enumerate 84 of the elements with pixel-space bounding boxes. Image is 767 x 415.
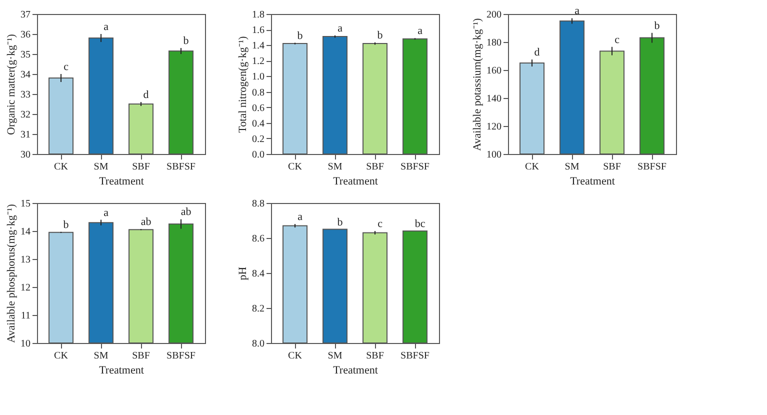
y-tick-label: 15 <box>20 198 30 210</box>
y-tick-label: 11 <box>20 310 30 322</box>
x-tick-label: SM <box>564 162 580 172</box>
annotation: b <box>654 20 660 32</box>
y-tick-label: 0.2 <box>252 134 264 145</box>
y-tick-label: 140 <box>486 94 502 104</box>
annotation: b <box>377 29 384 42</box>
x-tick-label: CK <box>288 350 303 362</box>
annotation: ab <box>180 206 192 218</box>
x-tick-label: SM <box>328 162 342 172</box>
y-tick-label: 37 <box>20 10 30 20</box>
annotation: a <box>418 25 423 38</box>
x-tick-label: SBF <box>603 162 622 172</box>
annotation: b <box>183 35 190 47</box>
annotation: a <box>338 22 343 34</box>
y-tick-label: 32 <box>20 110 30 120</box>
annotation: a <box>298 211 303 223</box>
x-tick-label: SBFSF <box>400 162 430 172</box>
x-axis-title: Treatment <box>333 176 378 188</box>
y-tick-label: 8.6 <box>252 234 264 244</box>
y-tick-label: 8.4 <box>252 268 264 280</box>
x-tick-label: SM <box>94 162 108 172</box>
x-tick-label: CK <box>288 162 303 172</box>
x-tick-label: CK <box>54 162 69 172</box>
annotation: b <box>63 218 70 231</box>
y-tick-label: 0.8 <box>252 87 264 98</box>
y-tick-label: 1.2 <box>252 56 264 68</box>
y-axis-title: Total nitrogen(g·kg⁻¹) <box>237 36 249 133</box>
y-tick-label: 36 <box>20 30 30 40</box>
annotation: a <box>104 206 109 219</box>
y-tick-label: 33 <box>20 90 30 100</box>
y-axis-title: pH <box>237 266 249 280</box>
y-tick-label: 0.4 <box>252 118 264 130</box>
y-tick-label: 8.2 <box>252 304 264 314</box>
x-tick-label: SBF <box>366 350 384 362</box>
y-tick-label: 1.4 <box>252 40 264 52</box>
annotation: d <box>534 46 540 58</box>
x-axis-title: Treatment <box>99 176 144 188</box>
y-tick-label: 10 <box>20 338 30 350</box>
y-tick-label: 200 <box>486 10 502 20</box>
x-tick-label: SBFSF <box>166 162 196 172</box>
x-tick-label: SBFSF <box>638 162 667 172</box>
y-tick-label: 0.0 <box>252 150 264 160</box>
y-axis-title: Available potassium(mg·kg⁻¹) <box>472 18 484 151</box>
annotation: ab <box>140 216 152 228</box>
y-tick-label: 35 <box>20 50 30 60</box>
y-tick-label: 1.0 <box>252 72 264 83</box>
x-tick-label: SBF <box>366 162 384 172</box>
y-tick-label: 1.8 <box>252 10 264 20</box>
y-axis-title: Organic matter(g·kg⁻¹) <box>6 34 18 135</box>
y-tick-label: 34 <box>20 70 30 80</box>
x-axis-title: Treatment <box>570 176 615 188</box>
x-tick-label: SM <box>328 350 342 362</box>
x-axis-title: Treatment <box>99 364 144 376</box>
x-tick-label: SM <box>94 350 108 362</box>
y-tick-label: 0.6 <box>252 102 264 114</box>
y-tick-label: 160 <box>486 66 502 76</box>
y-tick-label: 30 <box>20 150 30 160</box>
y-tick-label: 31 <box>20 130 30 140</box>
x-tick-label: CK <box>54 350 69 362</box>
y-tick-label: 100 <box>486 150 502 160</box>
x-tick-label: CK <box>525 162 540 172</box>
annotation: a <box>104 21 109 33</box>
annotation: d <box>143 89 150 101</box>
y-axis-title: Available phosphorus(mg·kg⁻¹) <box>6 204 18 343</box>
y-tick-label: 8.8 <box>252 198 264 210</box>
x-tick-label: SBF <box>132 162 150 172</box>
x-tick-label: SBFSF <box>400 350 430 362</box>
annotation: c <box>64 61 69 73</box>
y-tick-label: 8.0 <box>252 338 264 350</box>
y-tick-label: 120 <box>486 122 502 132</box>
x-axis-title: Treatment <box>333 364 378 376</box>
annotation: b <box>337 216 344 228</box>
x-tick-label: SBFSF <box>166 350 196 362</box>
y-tick-label: 1.6 <box>252 25 264 36</box>
y-tick-label: 180 <box>486 38 502 48</box>
annotation: c <box>614 34 620 46</box>
annotation: bc <box>414 218 426 230</box>
y-tick-label: 13 <box>20 254 30 266</box>
annotation: b <box>297 30 304 42</box>
y-tick-label: 14 <box>20 226 30 238</box>
annotation: c <box>378 218 383 230</box>
x-tick-label: SBF <box>132 350 150 362</box>
y-tick-label: 12 <box>20 282 30 294</box>
